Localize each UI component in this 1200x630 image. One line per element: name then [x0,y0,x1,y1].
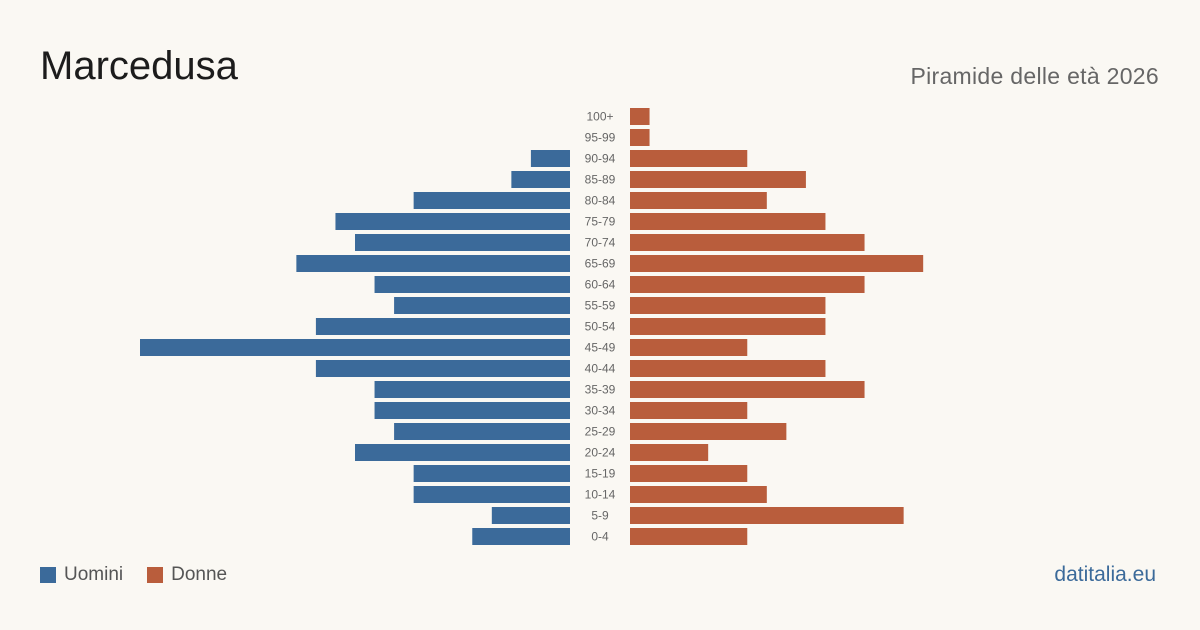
bar-female-10-14 [630,486,767,503]
bar-female-100plus [630,108,650,125]
age-label-80-84: 80-84 [585,194,616,208]
bar-female-40-44 [630,360,826,377]
age-label-85-89: 85-89 [585,173,616,187]
age-label-15-19: 15-19 [585,467,616,481]
age-tick-labels: 100+ 95-99 90-94 85-89 80-84 75-79 70-74 65-69 6… [585,110,616,544]
bar-male-50-54 [315,318,570,335]
bar-female-55-59 [630,297,826,314]
bar-male-80-84 [413,192,570,209]
bar-female-60-64 [630,276,865,293]
bar-female-20-24 [630,444,709,461]
bar-female-70-74 [630,234,865,251]
bar-male-85-89 [511,171,570,188]
bar-male-20-24 [355,444,570,461]
age-label-100plus: 100+ [586,110,613,124]
legend-label-male: Uomini [64,564,124,585]
age-label-30-34: 30-34 [585,404,616,418]
bar-male-35-39 [374,381,570,398]
bar-male-65-69 [296,255,570,272]
legend-label-female: Donne [171,564,228,585]
bar-female-85-89 [630,171,806,188]
female-bars [630,108,924,545]
bar-female-0-4 [630,528,748,545]
bar-male-70-74 [355,234,570,251]
population-pyramid-chart: 100+ 95-99 90-94 85-89 80-84 75-79 70-74 65-69 6… [140,108,924,545]
age-label-5-9: 5-9 [591,509,609,523]
bar-female-90-94 [630,150,748,167]
bar-female-5-9 [630,507,904,524]
legend-swatch-female [147,567,164,583]
legend-swatch-male [40,567,56,583]
age-label-90-94: 90-94 [585,152,616,166]
age-label-25-29: 25-29 [585,425,616,439]
legend: Uomini Donne [40,564,251,586]
age-label-10-14: 10-14 [585,488,616,502]
bar-female-15-19 [630,465,748,482]
bar-female-80-84 [630,192,767,209]
age-label-50-54: 50-54 [585,320,616,334]
age-label-75-79: 75-79 [585,215,616,229]
age-label-60-64: 60-64 [585,278,616,292]
male-bars [140,150,570,545]
brand-link[interactable]: datitalia.eu [1054,563,1156,586]
bar-male-45-49 [140,339,570,356]
bar-male-15-19 [413,465,570,482]
bar-female-95-99 [630,129,650,146]
age-label-45-49: 45-49 [585,341,616,355]
age-label-35-39: 35-39 [585,383,616,397]
age-label-95-99: 95-99 [585,131,616,145]
bar-female-30-34 [630,402,748,419]
bar-male-55-59 [394,297,570,314]
bar-female-45-49 [630,339,748,356]
age-label-20-24: 20-24 [585,446,616,460]
bar-female-50-54 [630,318,826,335]
age-label-65-69: 65-69 [585,257,616,271]
bar-female-25-29 [630,423,787,440]
bar-male-25-29 [394,423,570,440]
bar-male-60-64 [374,276,570,293]
bar-male-40-44 [315,360,570,377]
chart-subtitle: Piramide delle età 2026 [910,63,1159,89]
bar-male-10-14 [413,486,570,503]
bar-male-5-9 [491,507,570,524]
bar-female-65-69 [630,255,924,272]
bar-female-35-39 [630,381,865,398]
page-title: Marcedusa [40,44,238,88]
age-label-40-44: 40-44 [585,362,616,376]
bar-male-90-94 [530,150,570,167]
age-label-0-4: 0-4 [591,530,609,544]
bar-male-0-4 [472,528,570,545]
age-label-55-59: 55-59 [585,299,616,313]
bar-male-30-34 [374,402,570,419]
age-label-70-74: 70-74 [585,236,616,250]
bar-male-75-79 [335,213,570,230]
bar-female-75-79 [630,213,826,230]
legend-item-female: Donne [147,564,227,586]
legend-item-male: Uomini [40,564,123,586]
